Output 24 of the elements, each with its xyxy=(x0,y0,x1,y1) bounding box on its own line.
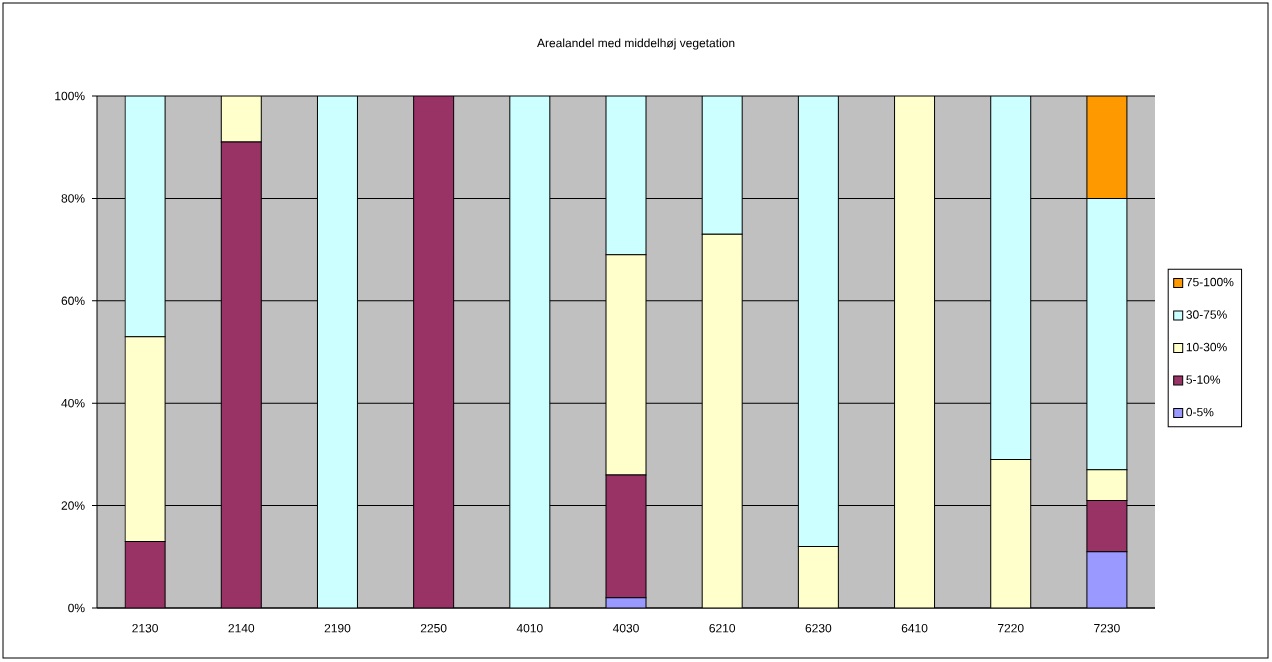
y-tick-label: 0% xyxy=(68,603,85,613)
bar xyxy=(1086,551,1128,608)
x-tick-label: 4030 xyxy=(612,623,639,633)
y-tick-label: 100% xyxy=(55,91,85,101)
y-tick-label: 20% xyxy=(61,501,85,510)
x-tick-label: 7230 xyxy=(1094,623,1120,633)
x-tick-label: 6410 xyxy=(901,623,928,633)
x-tick-label: 6210 xyxy=(709,623,736,633)
x-tick-label: 4010 xyxy=(516,623,543,633)
x-tick-label: 2130 xyxy=(132,623,158,633)
x-tick-label: 2250 xyxy=(420,623,447,633)
chart-title: Arealandel med middelhøj vegetation xyxy=(537,38,735,50)
legend-label: 75-100% xyxy=(1186,277,1234,287)
y-tick-label: 80% xyxy=(61,194,85,203)
x-tick-label: 6230 xyxy=(805,623,832,633)
y-tick-label: 40% xyxy=(61,398,85,408)
legend-label: 10-30% xyxy=(1186,342,1227,352)
x-tick-label: 2190 xyxy=(324,623,351,633)
x-tick-label: 2140 xyxy=(228,623,255,633)
legend-label: 30-75% xyxy=(1186,310,1227,319)
legend-label: 0-5% xyxy=(1186,407,1214,417)
legend-label: 5-10% xyxy=(1186,375,1221,384)
y-tick-label: 60% xyxy=(61,296,85,306)
x-tick-label: 7220 xyxy=(997,623,1024,633)
